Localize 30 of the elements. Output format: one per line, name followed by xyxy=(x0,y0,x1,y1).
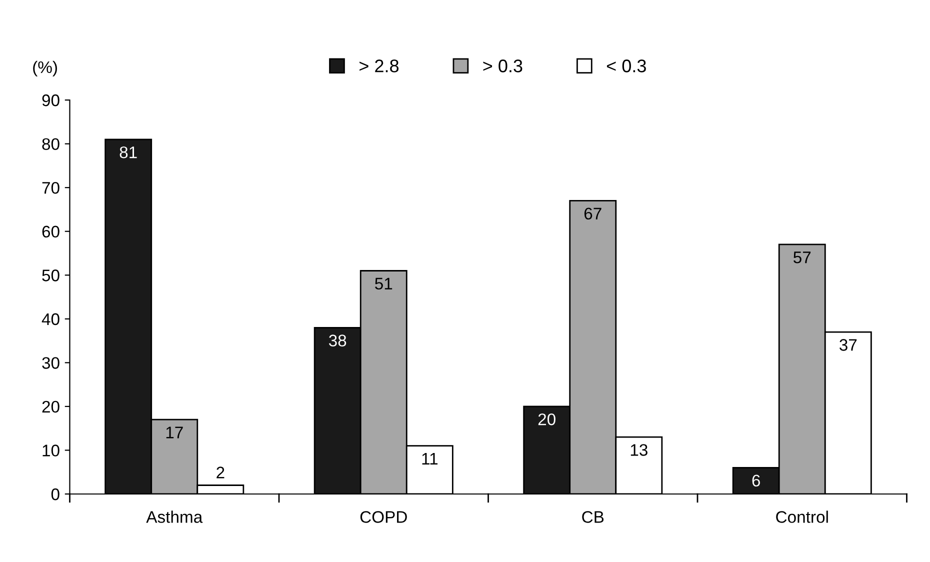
y-tick-label: 50 xyxy=(42,270,60,282)
x-tick-label: Asthma xyxy=(146,510,203,523)
y-tick-label: 0 xyxy=(51,488,60,500)
legend-label: < 0.3 xyxy=(606,60,646,72)
data-label: 17 xyxy=(166,426,183,438)
y-tick-label: 60 xyxy=(42,226,60,238)
data-label: 51 xyxy=(375,278,392,290)
x-tick-label: Control xyxy=(776,510,828,523)
y-axis-title: (%) xyxy=(33,60,57,76)
data-label: 67 xyxy=(584,208,602,220)
data-label: 57 xyxy=(794,252,811,264)
y-tick-label: 80 xyxy=(42,138,60,150)
y-tick-label: 20 xyxy=(42,400,60,413)
y-tick-label: 90 xyxy=(42,94,60,106)
data-label: 20 xyxy=(538,413,556,426)
x-tick-label: COPD xyxy=(360,511,407,523)
data-label: 13 xyxy=(630,444,648,456)
data-label: 6 xyxy=(752,474,760,487)
legend-label: > 0.3 xyxy=(483,60,522,72)
y-tick-label: 30 xyxy=(42,357,60,369)
legend-label: > 2.8 xyxy=(360,60,399,72)
data-label: 38 xyxy=(328,334,346,346)
x-tick-label: CB xyxy=(582,511,604,523)
data-label: 11 xyxy=(422,453,438,464)
y-tick-label: 40 xyxy=(42,313,60,326)
y-tick-label: 70 xyxy=(42,182,60,194)
y-tick-label: 10 xyxy=(42,444,60,456)
data-label: 2 xyxy=(216,466,224,478)
data-label: 37 xyxy=(840,339,857,351)
data-label: 81 xyxy=(120,146,137,158)
